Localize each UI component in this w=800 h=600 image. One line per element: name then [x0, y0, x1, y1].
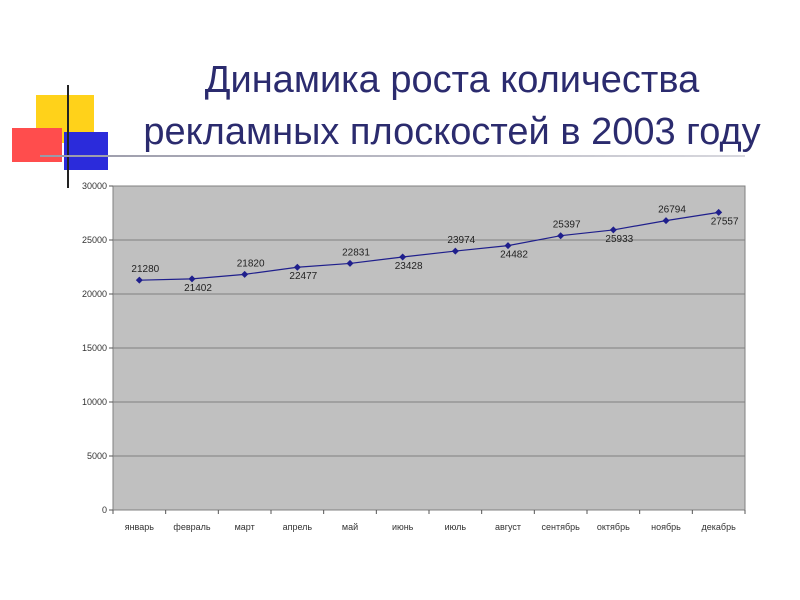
x-tick-label: август: [495, 522, 521, 532]
data-point: [399, 253, 407, 261]
data-label: 24482: [500, 250, 528, 261]
y-tick-label: 0: [102, 505, 107, 515]
x-tick-label: январь: [125, 522, 155, 532]
x-tick-label: декабрь: [702, 522, 737, 532]
blue-square: [64, 132, 108, 170]
x-tick-label: сентябрь: [542, 522, 581, 532]
data-label: 26794: [658, 205, 686, 216]
x-tick-label: апрель: [283, 522, 313, 532]
y-tick-label: 25000: [82, 235, 107, 245]
data-point: [241, 270, 249, 278]
slide-title: Динамика роста количества рекламных плос…: [112, 54, 792, 158]
x-tick-label: июль: [445, 522, 467, 532]
data-point: [135, 276, 143, 284]
x-tick-label: июнь: [392, 522, 414, 532]
slide-title-line-2: рекламных плоскостей в 2003 году: [143, 111, 761, 153]
slide-title-line-1: Динамика роста количества: [204, 59, 700, 101]
data-label: 21280: [131, 264, 159, 275]
y-tick-label: 10000: [82, 397, 107, 407]
data-point: [557, 232, 565, 240]
y-tick-label: 20000: [82, 289, 107, 299]
data-label: 22831: [342, 247, 370, 258]
data-label: 27557: [711, 216, 739, 227]
data-label: 23428: [395, 261, 423, 272]
data-label: 21820: [237, 258, 265, 269]
data-label: 25933: [605, 234, 633, 245]
data-point: [451, 247, 459, 255]
title-underline: [40, 155, 745, 157]
x-tick-label: май: [342, 522, 358, 532]
data-point: [346, 259, 354, 267]
data-label: 22477: [289, 271, 317, 282]
x-tick-label: октябрь: [597, 522, 630, 532]
data-label: 21402: [184, 283, 212, 294]
y-tick-label: 15000: [82, 343, 107, 353]
data-label: 25397: [553, 220, 581, 231]
y-tick-label: 30000: [82, 181, 107, 191]
data-point: [715, 208, 723, 216]
data-point: [609, 226, 617, 234]
y-tick-label: 5000: [87, 451, 107, 461]
x-tick-label: март: [235, 522, 255, 532]
data-point: [188, 275, 196, 283]
data-point: [504, 242, 512, 250]
series-line: [139, 211, 719, 281]
x-tick-label: ноябрь: [651, 522, 681, 532]
data-point: [293, 263, 301, 271]
data-point: [662, 217, 670, 225]
x-tick-label: февраль: [173, 522, 210, 532]
data-label: 23974: [447, 235, 475, 246]
